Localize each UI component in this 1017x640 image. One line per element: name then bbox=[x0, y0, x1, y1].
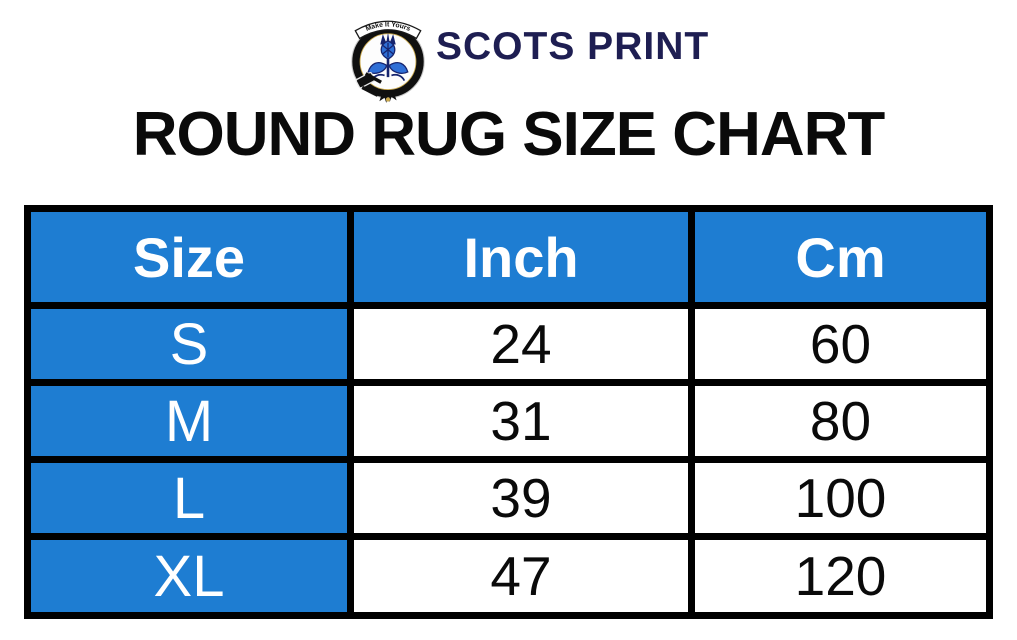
inch-cell-m: 31 bbox=[354, 386, 688, 456]
column-header-inch: Inch bbox=[354, 212, 688, 302]
belt-buckle-icon bbox=[355, 71, 382, 97]
clan-crest-badge: Make It Yours bbox=[351, 20, 425, 103]
tassel-icon bbox=[379, 90, 397, 103]
size-cell-xl: XL bbox=[31, 540, 347, 612]
size-cell-s: S bbox=[31, 309, 347, 379]
page-title: ROUND RUG SIZE CHART bbox=[132, 100, 886, 169]
cm-cell-m: 80 bbox=[695, 386, 986, 456]
cm-cell-l: 100 bbox=[695, 463, 986, 533]
inch-cell-xl: 47 bbox=[354, 540, 688, 612]
column-header-cm: Cm bbox=[695, 212, 986, 302]
size-chart-table: Size Inch Cm S 24 60 M 31 80 L 39 100 XL… bbox=[24, 205, 993, 619]
brand-name: SCOTS PRINT bbox=[436, 25, 710, 68]
size-cell-l: L bbox=[31, 463, 347, 533]
size-cell-m: M bbox=[31, 386, 347, 456]
column-header-size: Size bbox=[31, 212, 347, 302]
cm-cell-s: 60 bbox=[695, 309, 986, 379]
inch-cell-s: 24 bbox=[354, 309, 688, 379]
banner-text: Make It Yours bbox=[365, 21, 412, 33]
cm-cell-xl: 120 bbox=[695, 540, 986, 612]
inch-cell-l: 39 bbox=[354, 463, 688, 533]
banner-ribbon: Make It Yours bbox=[354, 20, 422, 40]
thistle-icon bbox=[367, 32, 409, 82]
